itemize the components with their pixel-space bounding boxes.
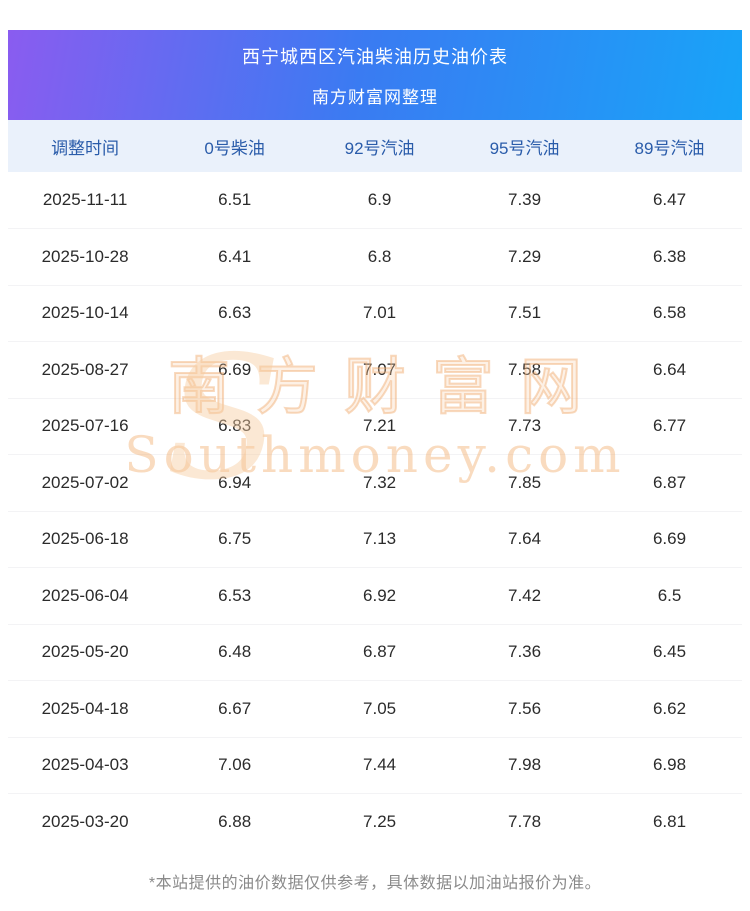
price-cell: 6.98 <box>597 737 742 794</box>
price-cell: 6.62 <box>597 680 742 738</box>
price-cell: 6.75 <box>162 511 308 568</box>
date-cell: 2025-03-20 <box>8 793 163 850</box>
price-cell: 6.51 <box>162 172 308 229</box>
price-cell: 6.94 <box>162 454 308 512</box>
price-cell: 6.58 <box>597 285 742 342</box>
oil-price-table: 调整时间 0号柴油 92号汽油 95号汽油 89号汽油 2025-11-11 6.51 6.… <box>8 120 742 850</box>
price-cell: 6.77 <box>597 398 742 455</box>
price-cell: 7.32 <box>307 454 453 512</box>
table-row: 2025-10-14 6.63 7.01 7.51 6.58 <box>8 285 742 342</box>
date-cell: 2025-11-11 <box>8 172 163 229</box>
price-cell: 6.47 <box>597 172 742 229</box>
price-cell: 7.58 <box>452 341 598 399</box>
price-cell: 7.39 <box>452 172 598 229</box>
price-cell: 6.38 <box>597 228 742 286</box>
table-row: 2025-08-27 6.69 7.07 7.58 6.64 <box>8 341 742 399</box>
price-cell: 6.48 <box>162 624 308 681</box>
table-row: 2025-11-11 6.51 6.9 7.39 6.47 <box>8 172 742 229</box>
date-cell: 2025-06-04 <box>8 567 163 625</box>
date-cell: 2025-06-18 <box>8 511 163 568</box>
price-cell: 6.67 <box>162 680 308 738</box>
price-cell: 6.64 <box>597 341 742 399</box>
table-row: 2025-04-18 6.67 7.05 7.56 6.62 <box>8 680 742 738</box>
price-cell: 6.88 <box>162 793 308 850</box>
date-cell: 2025-04-03 <box>8 737 163 794</box>
price-cell: 6.63 <box>162 285 308 342</box>
price-cell: 7.36 <box>452 624 598 681</box>
price-cell: 7.06 <box>162 737 308 794</box>
price-cell: 7.05 <box>307 680 453 738</box>
table-row: 2025-06-04 6.53 6.92 7.42 6.5 <box>8 567 742 625</box>
price-cell: 7.07 <box>307 341 453 399</box>
price-cell: 6.83 <box>162 398 308 455</box>
price-cell: 7.13 <box>307 511 453 568</box>
date-cell: 2025-10-14 <box>8 285 163 342</box>
column-header-1: 0号柴油 <box>162 120 308 172</box>
column-header-4: 89号汽油 <box>597 120 742 172</box>
price-cell: 7.78 <box>452 793 598 850</box>
price-cell: 7.64 <box>452 511 598 568</box>
price-cell: 6.8 <box>307 228 453 286</box>
price-cell: 7.29 <box>452 228 598 286</box>
price-cell: 6.53 <box>162 567 308 625</box>
price-cell: 6.69 <box>162 341 308 399</box>
date-cell: 2025-10-28 <box>8 228 163 286</box>
table-row: 2025-06-18 6.75 7.13 7.64 6.69 <box>8 511 742 568</box>
column-header-0: 调整时间 <box>8 120 163 172</box>
price-cell: 7.25 <box>307 793 453 850</box>
date-cell: 2025-04-18 <box>8 680 163 738</box>
footer-disclaimer: *本站提供的油价数据仅供参考，具体数据以加油站报价为准。 <box>148 875 602 892</box>
price-cell: 7.44 <box>307 737 453 794</box>
table-title-banner: 西宁城西区汽油柴油历史油价表 南方财富网整理 <box>8 30 742 120</box>
price-cell: 6.81 <box>597 793 742 850</box>
price-cell: 7.42 <box>452 567 598 625</box>
table-row: 2025-05-20 6.48 6.87 7.36 6.45 <box>8 624 742 681</box>
price-cell: 6.45 <box>597 624 742 681</box>
price-cell: 7.21 <box>307 398 453 455</box>
price-cell: 7.98 <box>452 737 598 794</box>
price-cell: 7.56 <box>452 680 598 738</box>
price-cell: 7.73 <box>452 398 598 455</box>
page-subtitle: 南方财富网整理 <box>312 87 438 107</box>
table-header: 调整时间 0号柴油 92号汽油 95号汽油 89号汽油 <box>8 120 742 172</box>
table-row: 2025-04-03 7.06 7.44 7.98 6.98 <box>8 737 742 794</box>
table-row: 2025-07-02 6.94 7.32 7.85 6.87 <box>8 454 742 512</box>
page-title: 西宁城西区汽油柴油历史油价表 <box>242 46 508 67</box>
column-header-3: 95号汽油 <box>452 120 598 172</box>
date-cell: 2025-07-16 <box>8 398 163 455</box>
price-cell: 6.9 <box>307 172 453 229</box>
table-row: 2025-03-20 6.88 7.25 7.78 6.81 <box>8 793 742 850</box>
price-cell: 7.85 <box>452 454 598 512</box>
price-cell: 6.5 <box>597 567 742 625</box>
price-cell: 6.69 <box>597 511 742 568</box>
column-header-2: 92号汽油 <box>307 120 453 172</box>
date-cell: 2025-08-27 <box>8 341 163 399</box>
price-cell: 6.41 <box>162 228 308 286</box>
table-row: 2025-10-28 6.41 6.8 7.29 6.38 <box>8 228 742 286</box>
date-cell: 2025-07-02 <box>8 454 163 512</box>
price-cell: 6.92 <box>307 567 453 625</box>
price-cell: 6.87 <box>307 624 453 681</box>
table-row: 2025-07-16 6.83 7.21 7.73 6.77 <box>8 398 742 455</box>
price-cell: 6.87 <box>597 454 742 512</box>
table-body: 2025-11-11 6.51 6.9 7.39 6.47 2025-10-28 6.41 6… <box>8 172 742 850</box>
price-cell: 7.51 <box>452 285 598 342</box>
price-cell: 7.01 <box>307 285 453 342</box>
table-header-row: 调整时间 0号柴油 92号汽油 95号汽油 89号汽油 <box>8 120 742 172</box>
date-cell: 2025-05-20 <box>8 624 163 681</box>
